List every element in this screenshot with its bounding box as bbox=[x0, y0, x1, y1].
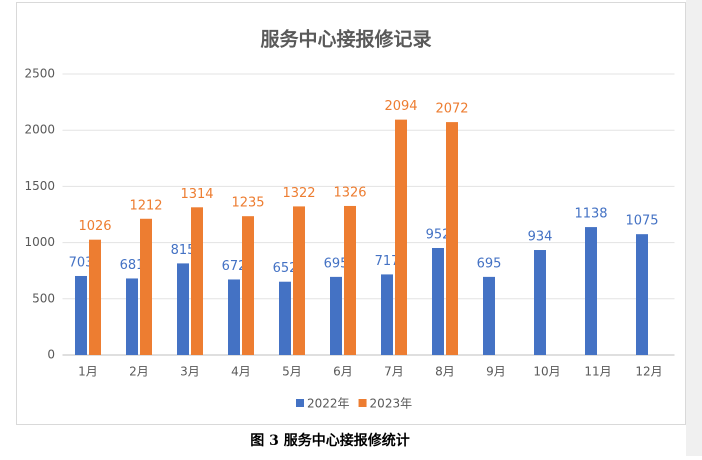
x-tick-label: 12月 bbox=[635, 365, 662, 379]
bar bbox=[636, 234, 648, 355]
x-tick-label: 8月 bbox=[435, 365, 455, 379]
x-tick-label: 2月 bbox=[129, 365, 149, 379]
y-tick-label: 1000 bbox=[24, 235, 55, 249]
bar bbox=[228, 279, 240, 355]
x-tick-label: 1月 bbox=[78, 365, 98, 379]
legend-label: 2023年 bbox=[370, 397, 413, 411]
y-tick-label: 2000 bbox=[24, 123, 55, 137]
value-label: 652 bbox=[273, 261, 298, 276]
bar bbox=[293, 206, 305, 355]
x-tick-label: 6月 bbox=[333, 365, 353, 379]
value-label: 703 bbox=[69, 255, 94, 270]
value-label: 1326 bbox=[333, 185, 366, 200]
x-tick-label: 10月 bbox=[533, 365, 560, 379]
legend-swatch bbox=[296, 399, 304, 407]
x-tick-label: 3月 bbox=[180, 365, 200, 379]
value-label: 1212 bbox=[129, 198, 162, 213]
legend-label: 2022年 bbox=[307, 397, 350, 411]
page-edge bbox=[686, 0, 702, 456]
bar bbox=[585, 227, 597, 355]
x-tick-label: 11月 bbox=[584, 365, 611, 379]
bar bbox=[177, 263, 189, 355]
bar bbox=[279, 281, 291, 355]
y-tick-label: 2500 bbox=[24, 67, 55, 81]
value-label: 1026 bbox=[78, 219, 111, 234]
value-label: 934 bbox=[528, 230, 553, 245]
chart-title: 服务中心接报修记录 bbox=[260, 28, 431, 51]
value-label: 695 bbox=[324, 256, 349, 271]
bar bbox=[330, 276, 342, 355]
y-tick-label: 1500 bbox=[24, 179, 55, 193]
legend-swatch bbox=[358, 399, 367, 407]
bar bbox=[191, 207, 203, 355]
x-tick-label: 4月 bbox=[231, 365, 251, 379]
bar bbox=[446, 122, 458, 355]
x-tick-label: 7月 bbox=[384, 365, 404, 379]
bar bbox=[395, 119, 407, 355]
value-label: 1138 bbox=[574, 207, 607, 222]
bar bbox=[242, 216, 254, 355]
y-tick-label: 500 bbox=[32, 291, 55, 305]
bar bbox=[140, 218, 152, 355]
bar bbox=[432, 247, 444, 355]
value-label: 717 bbox=[375, 254, 400, 269]
value-label: 2094 bbox=[384, 99, 417, 114]
value-label: 695 bbox=[477, 256, 502, 271]
caption: 图 3 服务中心接报修统计 bbox=[250, 432, 410, 449]
bar bbox=[534, 250, 546, 355]
x-tick-label: 5月 bbox=[282, 365, 302, 379]
bar bbox=[483, 276, 495, 355]
value-label: 2072 bbox=[435, 102, 468, 117]
bar bbox=[344, 205, 356, 355]
value-label: 681 bbox=[120, 258, 145, 273]
value-label: 952 bbox=[426, 227, 451, 242]
value-label: 1075 bbox=[625, 214, 658, 229]
bar bbox=[126, 278, 138, 355]
value-label: 672 bbox=[222, 259, 247, 274]
y-tick-label: 0 bbox=[47, 348, 55, 362]
bar bbox=[75, 275, 87, 355]
bar bbox=[381, 274, 393, 355]
value-label: 1322 bbox=[282, 186, 315, 201]
x-tick-label: 9月 bbox=[486, 365, 506, 379]
value-label: 1235 bbox=[231, 196, 264, 211]
bar bbox=[89, 239, 101, 355]
value-label: 815 bbox=[171, 243, 196, 258]
value-label: 1314 bbox=[180, 187, 213, 202]
